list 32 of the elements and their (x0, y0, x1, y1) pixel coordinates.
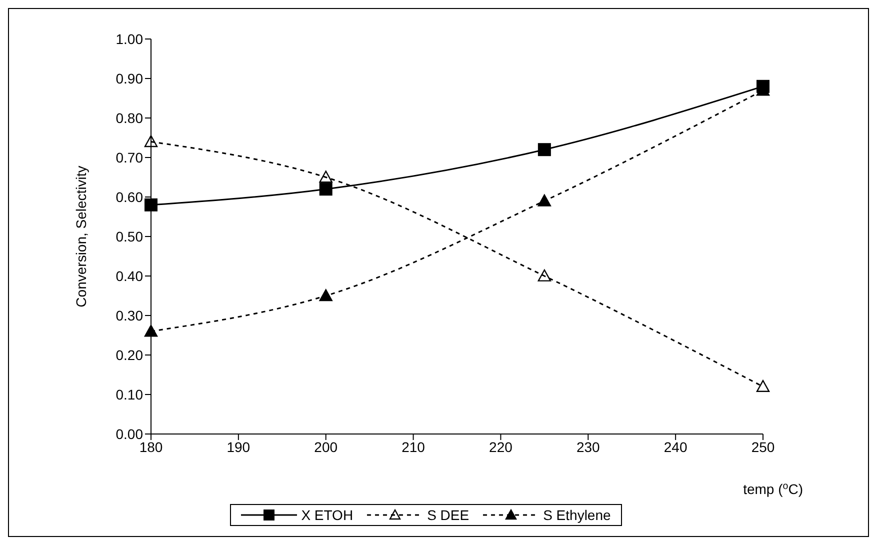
point (319, 182, 332, 196)
y-tick-label: 0.20 (116, 346, 144, 363)
x-tick-label: 250 (751, 438, 775, 455)
y-tick-label: 0.80 (116, 110, 144, 126)
point (144, 198, 158, 212)
x-tick-label: 210 (402, 438, 426, 455)
point (538, 269, 552, 282)
y-axis-title: Conversion, Selectivity (72, 166, 89, 308)
legend-label: X ETOH (301, 507, 354, 523)
point (319, 170, 332, 183)
point (538, 194, 552, 206)
x-axis-title: temp ($^{o}$C) (743, 480, 803, 497)
point (319, 289, 332, 302)
x-tick-label: 220 (489, 438, 513, 455)
x-tick-label: 240 (664, 438, 688, 455)
y-tick-label: 0.10 (116, 386, 144, 402)
y-tick-label: 1.00 (116, 30, 144, 47)
y-tick-label: 0.40 (116, 268, 144, 284)
x-tick-label: 230 (576, 438, 600, 455)
point (144, 135, 158, 148)
legend-label: S Ethylene (543, 507, 611, 523)
x-tick-label: 190 (226, 438, 250, 455)
y-tick-label: 0.60 (116, 188, 144, 205)
y-tick-label: 0.70 (116, 149, 144, 166)
point (756, 380, 770, 392)
y-tick-label: 0.90 (116, 70, 144, 86)
x-tick-label: 200 (314, 438, 338, 455)
point (144, 324, 158, 337)
y-tick-label: 0.30 (116, 307, 144, 324)
y-tick-label: 0.50 (116, 228, 144, 244)
point (538, 143, 551, 156)
legend-label: S DEE (427, 507, 470, 523)
